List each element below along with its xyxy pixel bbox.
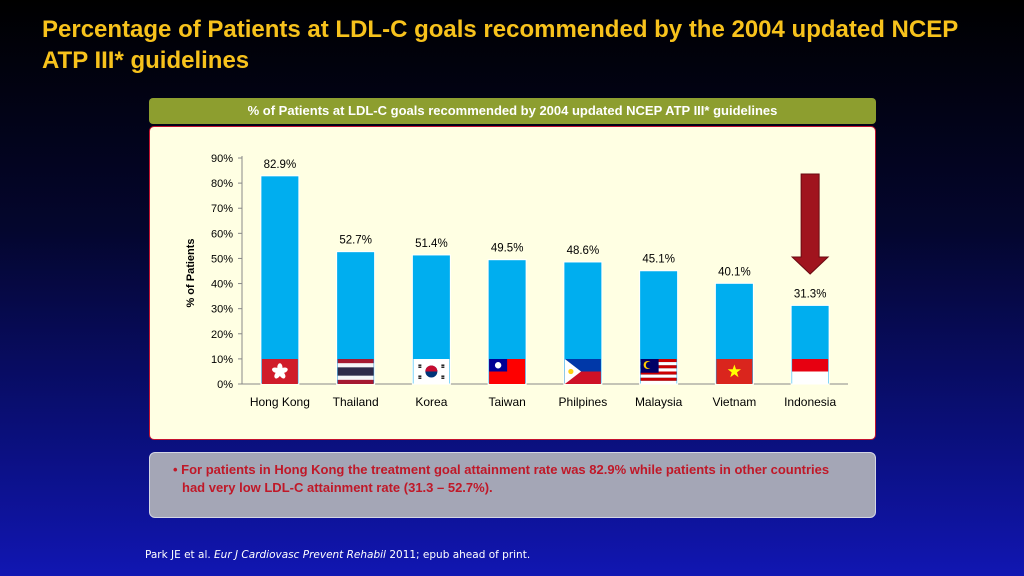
- y-tick-label: 80%: [211, 178, 233, 190]
- data-label: 51.4%: [415, 238, 448, 250]
- y-tick-label: 30%: [211, 304, 233, 316]
- x-tick-label: Indonesia: [784, 395, 836, 409]
- note-body: For patients in Hong Kong the treatment …: [181, 462, 830, 495]
- x-tick-label: Thailand: [333, 395, 379, 409]
- philippines-flag-icon: [564, 359, 601, 384]
- x-tick-label: Philpines: [559, 395, 608, 409]
- data-label: 31.3%: [794, 288, 827, 300]
- thailand-flag-icon: [337, 359, 374, 384]
- y-tick-label: 50%: [211, 253, 233, 265]
- y-tick-label: 70%: [211, 203, 233, 215]
- x-tick-label: Malaysia: [635, 395, 683, 409]
- x-tick-label: Vietnam: [712, 395, 756, 409]
- y-tick-label: 60%: [211, 228, 233, 240]
- y-tick-label: 90%: [211, 153, 233, 165]
- korea-flag-icon: [413, 359, 450, 384]
- y-tick-label: 40%: [211, 279, 233, 291]
- note-text: • For patients in Hong Kong the treatmen…: [173, 462, 830, 495]
- indonesia-flag-icon: [792, 359, 829, 384]
- citation: Park JE et al. Eur J Cardiovasc Prevent …: [145, 549, 530, 561]
- citation-journal: Eur J Cardiovasc Prevent Rehabil: [214, 549, 386, 561]
- data-label: 45.1%: [642, 254, 675, 266]
- x-tick-label: Taiwan: [488, 395, 525, 409]
- data-label: 40.1%: [718, 266, 751, 278]
- citation-authors: Park JE et al.: [145, 549, 211, 561]
- y-tick-label: 10%: [211, 354, 233, 366]
- x-tick-label: Korea: [415, 395, 447, 409]
- data-label: 52.7%: [339, 235, 372, 247]
- data-label: 48.6%: [567, 245, 600, 257]
- y-tick-label: 20%: [211, 329, 233, 341]
- slide-title: Percentage of Patients at LDL-C goals re…: [42, 16, 958, 74]
- bar-chart: % of Patients 0% 10% 20% 30% 40% 50% 60% 70% 80%…: [185, 153, 848, 409]
- hong-kong-flag-icon: [261, 359, 298, 384]
- note-box: • For patients in Hong Kong the treatmen…: [149, 452, 876, 518]
- taiwan-flag-icon: [489, 359, 526, 384]
- bar: [260, 175, 300, 385]
- data-label: 49.5%: [491, 243, 524, 255]
- x-tick-label: Hong Kong: [250, 395, 310, 409]
- vietnam-flag-icon: [716, 359, 753, 384]
- citation-details: 2011; epub ahead of print.: [389, 549, 531, 561]
- malaysia-flag-icon: [640, 359, 677, 384]
- chart-title: % of Patients at LDL-C goals recommended…: [149, 98, 876, 124]
- y-tick-label: 0%: [217, 379, 233, 391]
- y-axis-label: % of Patients: [185, 238, 197, 307]
- data-label: 82.9%: [264, 159, 297, 171]
- chart-panel: % of Patients 0% 10% 20% 30% 40% 50% 60% 70% 80%…: [149, 126, 876, 440]
- down-arrow-icon: [790, 173, 830, 275]
